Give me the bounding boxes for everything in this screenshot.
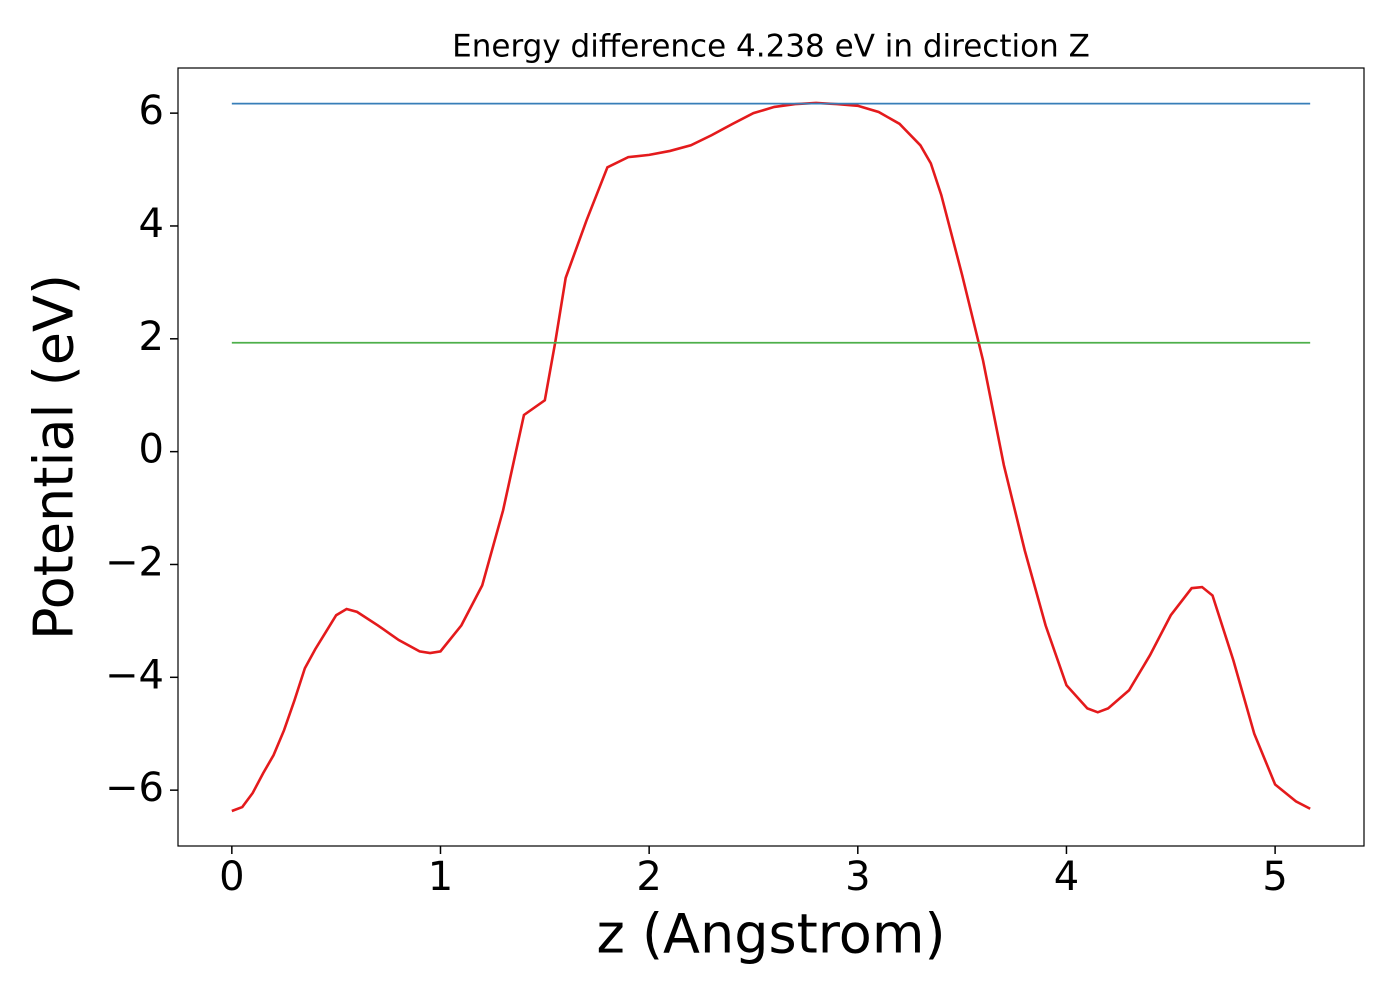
y-tick-label: 6 [139, 88, 164, 134]
x-tick-label: 5 [1262, 854, 1287, 900]
y-tick-label: 0 [139, 427, 164, 473]
y-tick-label: −6 [105, 765, 164, 811]
x-tick-label: 2 [636, 854, 661, 900]
y-tick-label: −4 [105, 652, 164, 698]
x-tick-label: 3 [845, 854, 870, 900]
line-series [231, 101, 1311, 813]
x-tick-label: 1 [428, 854, 453, 900]
chart-title: Energy difference 4.238 eV in direction … [452, 29, 1090, 65]
x-tick-label: 4 [1054, 854, 1079, 900]
y-tick-label: 2 [139, 314, 164, 360]
y-tick-label: −2 [105, 539, 164, 585]
y-tick-label: 4 [139, 201, 164, 247]
x-tick-label: 0 [219, 854, 244, 900]
x-axis-label: z (Angstrom) [596, 903, 945, 966]
y-axis-label: Potential (eV) [23, 274, 86, 640]
plot-frame [177, 67, 1365, 847]
